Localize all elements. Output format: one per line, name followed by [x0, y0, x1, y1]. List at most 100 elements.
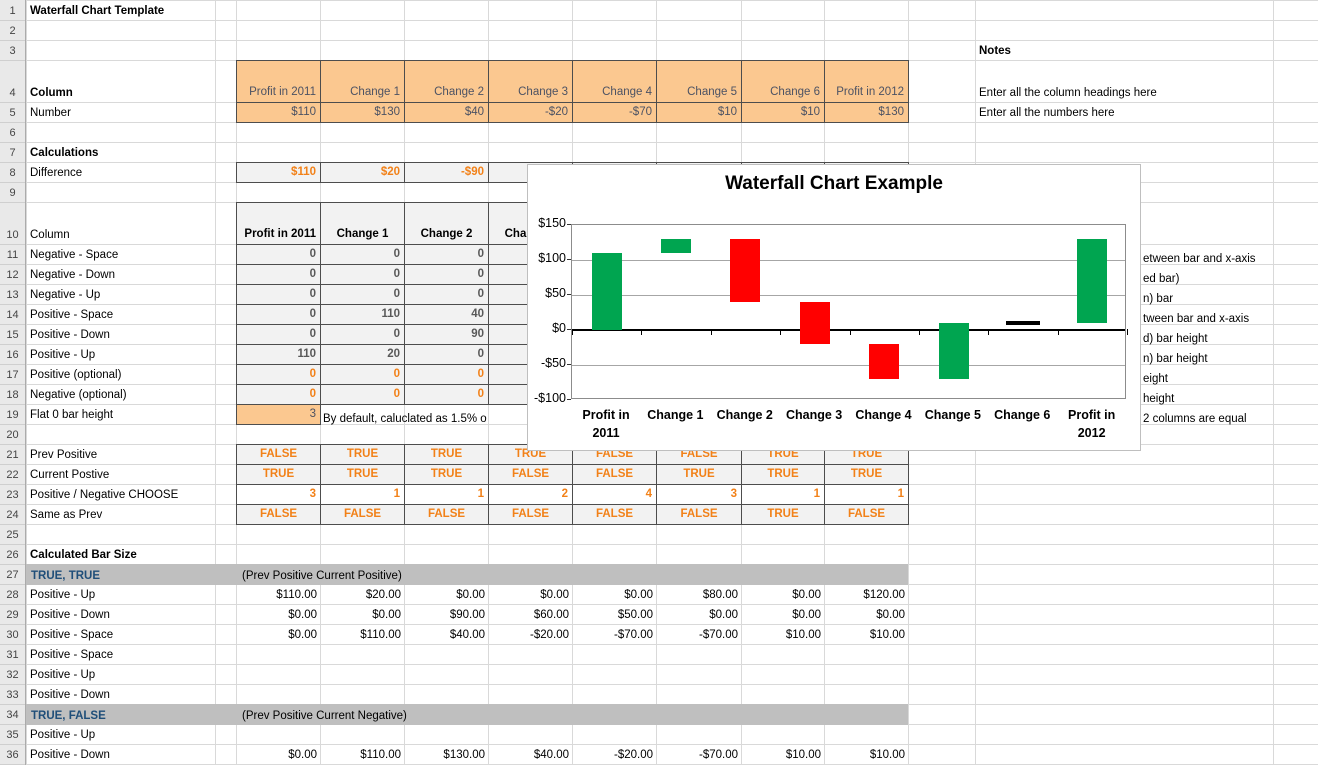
- cell-J28[interactable]: $120.00: [824, 584, 909, 605]
- cell-E13[interactable]: 0: [404, 284, 489, 305]
- row-header-26[interactable]: 26: [0, 544, 25, 565]
- cell-C17[interactable]: 0: [236, 364, 321, 385]
- cell-D17[interactable]: 0: [320, 364, 405, 385]
- cell-I5[interactable]: $10: [741, 102, 825, 123]
- row-header-9[interactable]: 9: [0, 182, 25, 203]
- cell-D21[interactable]: TRUE: [320, 444, 405, 465]
- cell-I24[interactable]: TRUE: [741, 504, 825, 525]
- cell-F4[interactable]: Change 3: [488, 60, 573, 103]
- cell-A26[interactable]: Calculated Bar Size: [26, 544, 216, 565]
- row-header-4[interactable]: 4: [0, 60, 25, 103]
- row-header-34[interactable]: 34: [0, 704, 25, 725]
- cell-C14[interactable]: 0: [236, 304, 321, 325]
- cell-E5[interactable]: $40: [404, 102, 489, 123]
- cell-H36[interactable]: -$70.00: [656, 744, 742, 765]
- cell-F5[interactable]: -$20: [488, 102, 573, 123]
- cell-H22[interactable]: TRUE: [656, 464, 742, 485]
- row-header-23[interactable]: 23: [0, 484, 25, 505]
- cell-A1[interactable]: Waterfall Chart Template: [26, 0, 216, 21]
- cell-G23[interactable]: 4: [572, 484, 657, 505]
- cell-L5[interactable]: Enter all the numbers here: [975, 102, 1274, 123]
- cell-C18[interactable]: 0: [236, 384, 321, 405]
- cell-I28[interactable]: $0.00: [741, 584, 825, 605]
- cell-F29[interactable]: $60.00: [488, 604, 573, 625]
- cell-C36[interactable]: $0.00: [236, 744, 321, 765]
- row-header-14[interactable]: 14: [0, 304, 25, 325]
- row-header-32[interactable]: 32: [0, 664, 25, 685]
- row-header-27[interactable]: 27: [0, 564, 25, 585]
- row-header-1[interactable]: 1: [0, 0, 25, 21]
- cell-H5[interactable]: $10: [656, 102, 742, 123]
- cell-A8[interactable]: Difference: [26, 162, 216, 183]
- row-header-25[interactable]: 25: [0, 524, 25, 545]
- row-header-8[interactable]: 8: [0, 162, 25, 183]
- cell-A12[interactable]: Negative - Down: [26, 264, 216, 285]
- cell-C13[interactable]: 0: [236, 284, 321, 305]
- cell-D28[interactable]: $20.00: [320, 584, 405, 605]
- cell-H29[interactable]: $0.00: [656, 604, 742, 625]
- cell-I4[interactable]: Change 6: [741, 60, 825, 103]
- cell-G22[interactable]: FALSE: [572, 464, 657, 485]
- cell-E21[interactable]: TRUE: [404, 444, 489, 465]
- cell-C4[interactable]: Profit in 2011: [236, 60, 321, 103]
- cell-E4[interactable]: Change 2: [404, 60, 489, 103]
- cell-C23[interactable]: 3: [236, 484, 321, 505]
- cell-E36[interactable]: $130.00: [404, 744, 489, 765]
- cell-J23[interactable]: 1: [824, 484, 909, 505]
- row-header-31[interactable]: 31: [0, 644, 25, 665]
- cell-G36[interactable]: -$20.00: [572, 744, 657, 765]
- cell-F23[interactable]: 2: [488, 484, 573, 505]
- cell-A18[interactable]: Negative (optional): [26, 384, 216, 405]
- cell-J4[interactable]: Profit in 2012: [824, 60, 909, 103]
- cell-C28[interactable]: $110.00: [236, 584, 321, 605]
- row-header-36[interactable]: 36: [0, 744, 25, 765]
- cell-A21[interactable]: Prev Positive: [26, 444, 216, 465]
- cell-D5[interactable]: $130: [320, 102, 405, 123]
- cell-F30[interactable]: -$20.00: [488, 624, 573, 645]
- row-header-10[interactable]: 10: [0, 202, 25, 245]
- cell-G29[interactable]: $50.00: [572, 604, 657, 625]
- cell-H30[interactable]: -$70.00: [656, 624, 742, 645]
- cell-D12[interactable]: 0: [320, 264, 405, 285]
- cell-D18[interactable]: 0: [320, 384, 405, 405]
- row-header-2[interactable]: 2: [0, 20, 25, 41]
- cell-H24[interactable]: FALSE: [656, 504, 742, 525]
- cell-A10[interactable]: Column: [26, 202, 216, 245]
- cell-L4[interactable]: Enter all the column headings here: [975, 60, 1274, 103]
- row-header-5[interactable]: 5: [0, 102, 25, 123]
- cell-D10[interactable]: Change 1: [320, 202, 405, 245]
- row-header-30[interactable]: 30: [0, 624, 25, 645]
- row-header-21[interactable]: 21: [0, 444, 25, 465]
- cell-E11[interactable]: 0: [404, 244, 489, 265]
- cell-A24[interactable]: Same as Prev: [26, 504, 216, 525]
- cell-E30[interactable]: $40.00: [404, 624, 489, 645]
- cell-C11[interactable]: 0: [236, 244, 321, 265]
- cell-E28[interactable]: $0.00: [404, 584, 489, 605]
- cell-F28[interactable]: $0.00: [488, 584, 573, 605]
- cell-A22[interactable]: Current Postive: [26, 464, 216, 485]
- cell-G28[interactable]: $0.00: [572, 584, 657, 605]
- cell-C16[interactable]: 110: [236, 344, 321, 365]
- banner-row-34[interactable]: TRUE, FALSE (Prev Positive Current Negati…: [26, 704, 908, 725]
- cell-D16[interactable]: 20: [320, 344, 405, 365]
- cell-A4[interactable]: Column: [26, 60, 216, 103]
- row-header-16[interactable]: 16: [0, 344, 25, 365]
- cell-A30[interactable]: Positive - Space: [26, 624, 216, 645]
- cell-I29[interactable]: $0.00: [741, 604, 825, 625]
- cell-J22[interactable]: TRUE: [824, 464, 909, 485]
- cell-C12[interactable]: 0: [236, 264, 321, 285]
- cell-I22[interactable]: TRUE: [741, 464, 825, 485]
- cell-D24[interactable]: FALSE: [320, 504, 405, 525]
- cell-D14[interactable]: 110: [320, 304, 405, 325]
- cell-D23[interactable]: 1: [320, 484, 405, 505]
- cell-D13[interactable]: 0: [320, 284, 405, 305]
- row-header-3[interactable]: 3: [0, 40, 25, 61]
- row-header-18[interactable]: 18: [0, 384, 25, 405]
- cell-J36[interactable]: $10.00: [824, 744, 909, 765]
- waterfall-chart-object[interactable]: Waterfall Chart Example $150 $100 $50 $0 -$5…: [527, 164, 1141, 451]
- cell-A19[interactable]: Flat 0 bar height: [26, 404, 216, 425]
- cell-I30[interactable]: $10.00: [741, 624, 825, 645]
- cell-C21[interactable]: FALSE: [236, 444, 321, 465]
- cell-A15[interactable]: Positive - Down: [26, 324, 216, 345]
- cell-A31[interactable]: Positive - Space: [26, 644, 216, 665]
